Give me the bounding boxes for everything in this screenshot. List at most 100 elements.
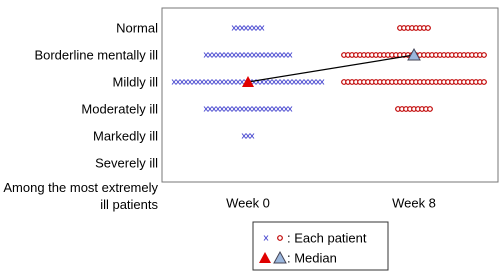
patient-marker (195, 79, 201, 85)
patient-marker (219, 52, 225, 58)
patient-marker (239, 79, 245, 85)
patient-marker (275, 52, 281, 58)
patient-marker (235, 52, 241, 58)
patient-marker (241, 133, 247, 139)
patient-marker (231, 25, 237, 31)
patient-marker (251, 25, 257, 31)
patient-marker (283, 106, 289, 112)
patient-marker (231, 52, 237, 58)
patient-marker (263, 235, 269, 241)
legend-label: : Median (287, 250, 337, 265)
patient-marker (227, 79, 233, 85)
median-marker (407, 47, 421, 61)
patient-marker (239, 52, 245, 58)
patient-marker (211, 79, 217, 85)
y-tick-label: Markedly ill (92, 128, 158, 144)
patient-marker (427, 106, 433, 112)
patient-marker (239, 25, 245, 31)
patient-marker (175, 79, 181, 85)
patient-marker (307, 79, 313, 85)
patient-marker (235, 25, 241, 31)
patient-marker (263, 79, 269, 85)
patient-marker (263, 106, 269, 112)
patient-marker (207, 52, 213, 58)
y-tick-label: Normal (116, 20, 158, 36)
patient-marker (247, 52, 253, 58)
y-tick-label: Borderline mentally ill (34, 47, 158, 63)
patient-marker (267, 52, 273, 58)
patient-marker (283, 79, 289, 85)
patient-marker (259, 25, 265, 31)
patient-marker (249, 133, 255, 139)
patient-marker (199, 79, 205, 85)
patient-group (397, 25, 431, 31)
patient-marker (211, 106, 217, 112)
patient-group (395, 106, 433, 112)
legend-median-marker (259, 252, 271, 263)
patient-marker (191, 79, 197, 85)
patient-marker (267, 106, 273, 112)
patient-marker (215, 106, 221, 112)
patient-marker (223, 106, 229, 112)
patient-marker (251, 52, 257, 58)
patient-marker (243, 25, 249, 31)
patient-marker (245, 133, 251, 139)
patient-marker (263, 52, 269, 58)
patient-marker (271, 52, 277, 58)
patient-marker (223, 79, 229, 85)
patient-marker (219, 79, 225, 85)
patient-marker (277, 235, 283, 241)
patient-marker (227, 106, 233, 112)
patient-marker (215, 79, 221, 85)
patient-group (203, 106, 293, 112)
patient-marker (271, 106, 277, 112)
patient-marker (235, 79, 241, 85)
patient-marker (259, 52, 265, 58)
patient-marker (215, 52, 221, 58)
patient-marker (207, 106, 213, 112)
patient-marker (219, 106, 225, 112)
patient-marker (247, 106, 253, 112)
patient-marker (283, 52, 289, 58)
patient-marker (203, 52, 209, 58)
patient-marker (275, 79, 281, 85)
patient-marker (187, 79, 193, 85)
legend-label: : Each patient (287, 230, 367, 245)
y-tick-label: Among the most extremely ill patients (3, 180, 158, 212)
patient-marker (231, 106, 237, 112)
patient-marker (235, 106, 241, 112)
patient-marker (251, 106, 257, 112)
patient-marker (227, 52, 233, 58)
patient-marker (291, 79, 297, 85)
patient-marker (275, 106, 281, 112)
y-tick-label: Moderately ill (81, 101, 158, 117)
patient-marker (287, 52, 293, 58)
patient-marker (303, 79, 309, 85)
patient-marker (179, 79, 185, 85)
patient-marker (183, 79, 189, 85)
patient-marker (481, 52, 487, 58)
patient-marker (311, 79, 317, 85)
patient-marker (299, 79, 305, 85)
median-line (247, 54, 415, 83)
x-tick-label: Week 8 (392, 195, 436, 210)
patient-marker (243, 52, 249, 58)
patient-group (203, 52, 293, 58)
median-marker (242, 76, 254, 87)
patient-marker (287, 79, 293, 85)
patient-group (341, 52, 487, 58)
patient-marker (255, 106, 261, 112)
patient-marker (279, 106, 285, 112)
patient-group (341, 79, 487, 85)
patient-marker (279, 52, 285, 58)
patient-marker (271, 79, 277, 85)
patient-group (171, 79, 325, 85)
patient-marker (315, 79, 321, 85)
patient-marker (287, 106, 293, 112)
x-tick-label: Week 0 (226, 195, 270, 210)
patient-marker (223, 52, 229, 58)
patient-group (241, 133, 255, 139)
patient-marker (211, 52, 217, 58)
